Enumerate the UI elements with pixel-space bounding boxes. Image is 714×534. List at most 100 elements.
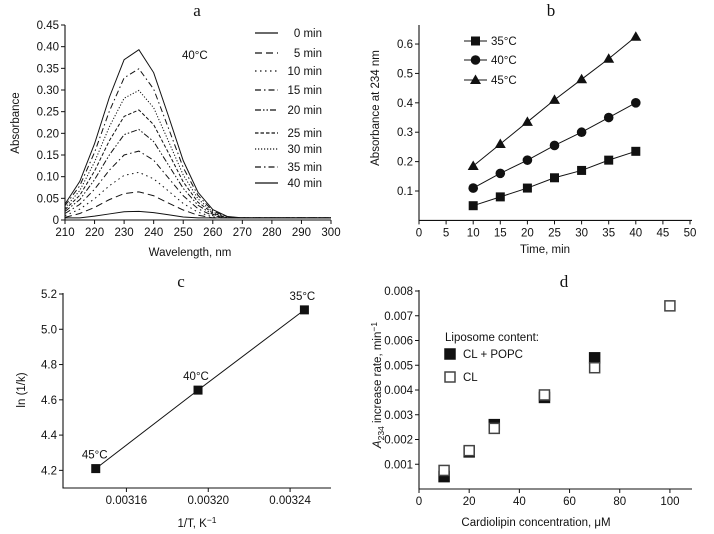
x-tick-label: 10 <box>467 227 480 239</box>
y-tick-label: 0.05 <box>37 193 59 205</box>
d-ylabel: A234 increase rate, min−1 <box>369 322 386 449</box>
y-tick-label: 0.1 <box>397 186 413 198</box>
d-legend-title: Liposome content: <box>445 332 539 344</box>
y-tick-label: 0.007 <box>384 311 413 323</box>
legend-label: 35 min <box>287 162 322 174</box>
data-point-circle <box>522 155 533 165</box>
d-ylabel-main: increase rate, min <box>372 332 384 427</box>
panel-d-axes: 0 20 40 60 80 100 0.001 0.002 0.003 0.004 0.005 0.0… <box>384 286 692 508</box>
legend-label: 40°C <box>491 55 517 67</box>
y-tick-label: 0.30 <box>37 85 59 97</box>
y-tick-label: 4.2 <box>41 465 57 477</box>
a-ylabel: Absorbance <box>10 92 22 153</box>
y-tick-label: 0.10 <box>37 172 59 184</box>
data-point-triangle <box>549 94 560 104</box>
x-tick-label: 270 <box>233 227 252 239</box>
x-tick-label: 35 <box>602 227 615 239</box>
legend-label: 10 min <box>287 66 322 78</box>
y-tick-label: 0.20 <box>37 128 59 140</box>
legend-label: 0 min <box>294 28 322 40</box>
y-tick-label: 0.008 <box>384 286 413 298</box>
legend-marker-square <box>471 36 480 46</box>
point-label: 40°C <box>183 371 209 383</box>
data-point-square <box>550 173 559 183</box>
data-point-open-square <box>488 422 501 435</box>
data-point-triangle <box>576 73 588 84</box>
x-tick-label: 0 <box>416 496 422 508</box>
legend-label: CL + POPC <box>463 349 523 361</box>
panel-label-a: a <box>193 1 201 20</box>
legend-label: 5 min <box>294 48 322 60</box>
legend-label: 15 min <box>287 85 322 97</box>
b-xlabel: Time, min <box>520 244 570 256</box>
a-xlabel: Wavelength, nm <box>149 247 232 259</box>
b-ylabel: Absorbance at 234 nm <box>370 50 382 166</box>
x-tick-label: 45 <box>657 227 670 239</box>
d-ylabel-sub: 234 <box>376 426 386 440</box>
point-label: 45°C <box>82 450 108 462</box>
x-tick-label: 40 <box>629 227 642 239</box>
x-tick-label: 0.00320 <box>187 495 229 507</box>
data-point-square <box>577 165 587 175</box>
x-tick-label: 300 <box>321 227 340 239</box>
y-tick-label: 5.0 <box>41 324 57 336</box>
legend-marker-circle <box>470 55 481 65</box>
x-tick-label: 0.00316 <box>106 495 148 507</box>
legend-label: 20 min <box>287 105 322 117</box>
legend-label: CL <box>463 372 478 384</box>
x-tick-label: 0.00324 <box>269 495 311 507</box>
legend-marker-open-square <box>444 371 456 383</box>
y-tick-label: 0.45 <box>37 20 59 32</box>
legend-marker-filled-square <box>444 348 456 360</box>
data-point-open-square <box>664 300 676 312</box>
panel-label-c: c <box>177 272 185 291</box>
x-tick-label: 50 <box>684 227 697 239</box>
legend-marker-triangle <box>470 74 481 84</box>
a-annotation: 40°C <box>182 50 208 62</box>
data-point-triangle <box>521 116 533 126</box>
x-tick-label: 260 <box>203 227 222 239</box>
data-point-square <box>604 155 614 165</box>
data-point-square <box>522 183 532 193</box>
y-tick-label: 0.004 <box>384 385 413 397</box>
data-point-triangle <box>603 53 615 63</box>
x-tick-label: 0 <box>416 227 422 239</box>
y-tick-label: 0.40 <box>37 42 59 54</box>
data-point-open-square <box>463 444 475 457</box>
data-point-open-square <box>438 464 450 477</box>
y-tick-label: 5.2 <box>41 289 57 301</box>
x-tick-label: 280 <box>262 227 281 239</box>
c-xlabel-main: 1/T, K <box>177 518 207 530</box>
legend-label: 25 min <box>287 128 322 140</box>
data-point-square <box>468 201 478 211</box>
d-ylabel-sup: −1 <box>369 322 379 332</box>
data-point-circle <box>495 168 506 179</box>
y-tick-label: 4.8 <box>41 360 57 372</box>
point-label: 35°C <box>290 291 316 303</box>
y-tick-label: 0.6 <box>397 39 413 51</box>
data-point <box>193 385 203 395</box>
y-tick-label: 0.006 <box>384 336 413 348</box>
data-point-circle <box>468 183 479 193</box>
data-point-triangle <box>630 31 642 41</box>
panel-b-axes: 0 5 10 15 20 25 30 35 40 45 50 0.1 0.2 0.3 0.4 0.5 0.6 <box>397 25 696 239</box>
data-point-open-square <box>538 389 551 401</box>
x-tick-label: 20 <box>463 496 476 508</box>
data-point-triangle <box>467 160 479 171</box>
x-tick-label: 290 <box>292 227 311 239</box>
legend-label: 30 min <box>287 144 322 156</box>
y-tick-label: 4.6 <box>41 395 57 407</box>
data-point-triangle <box>494 138 506 148</box>
panel-c-axes: 0.00316 0.00320 0.00324 4.2 4.4 4.6 4.8 5.0 5.2 <box>41 289 331 507</box>
c-xlabel: 1/T, K−1 <box>177 515 216 530</box>
series-line-40min <box>64 48 331 219</box>
axis-lines <box>62 293 331 489</box>
data-point <box>91 464 101 474</box>
x-tick-label: 15 <box>494 227 507 239</box>
data-point-circle <box>576 127 587 138</box>
y-tick-label: 0.15 <box>37 150 59 162</box>
panel-label-d: d <box>560 272 569 291</box>
data-point-open-square <box>588 361 601 374</box>
y-tick-label: 0.001 <box>384 459 413 471</box>
x-tick-label: 80 <box>613 496 626 508</box>
